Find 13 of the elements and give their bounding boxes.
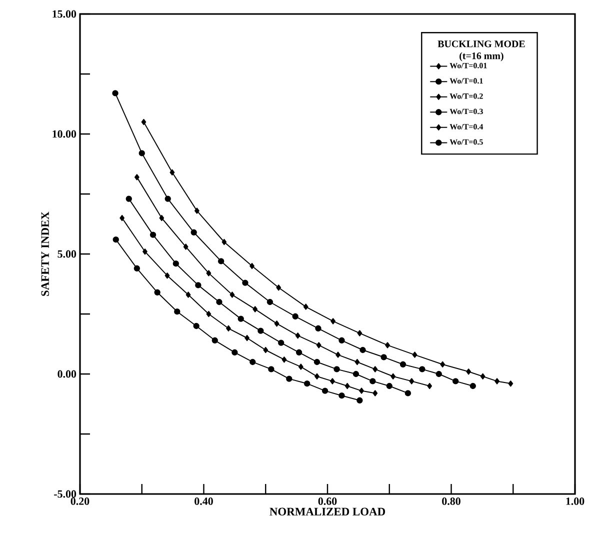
legend-title: BUCKLING MODE (t=16 mm)	[438, 40, 525, 62]
x-tick-label: 1.00	[566, 498, 584, 505]
x-tick-label: 0.60	[318, 498, 337, 505]
x-axis-title: NORMALIZED LOAD	[270, 508, 386, 516]
y-tick-label: -5.00	[54, 490, 76, 498]
x-tick-label: 0.40	[194, 498, 213, 505]
y-tick-label: 10.00	[52, 130, 76, 138]
x-tick-label: 0.20	[70, 498, 90, 505]
y-tick-label: 5.00	[58, 250, 76, 258]
y-tick-label: 0.00	[58, 370, 76, 378]
x-tick-label: 0.80	[442, 498, 460, 505]
y-axis-title: SAFETY INDEX	[41, 212, 49, 296]
y-tick-label: 15.00	[52, 10, 76, 18]
